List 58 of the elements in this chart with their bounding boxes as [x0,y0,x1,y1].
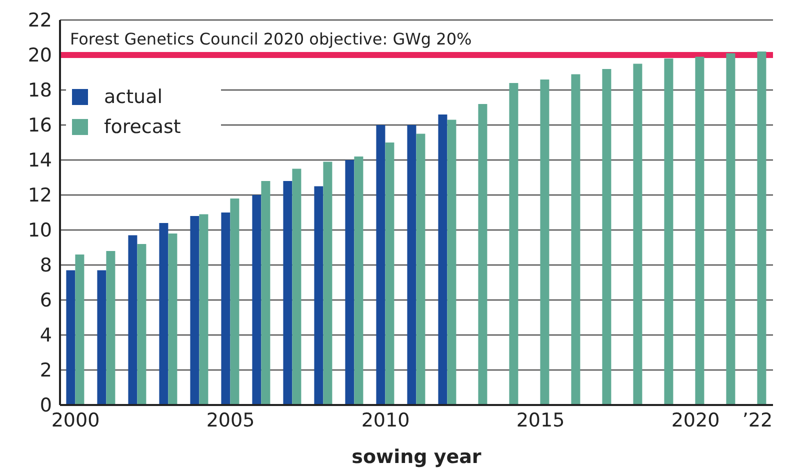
bar [199,214,208,405]
x-tick-label: 2005 [206,409,255,432]
y-tick-label: 20 [28,44,52,67]
bar [633,64,642,405]
bar [230,198,240,405]
legend-label: forecast [104,116,181,138]
y-tick-label: 10 [28,220,52,242]
x-tick-label: 2010 [361,409,410,432]
bar [323,162,332,405]
bar [283,181,292,405]
bar [757,52,766,405]
bar [314,186,324,405]
y-tick-label: 16 [28,114,52,137]
bar [190,216,200,405]
bar [292,168,302,405]
bar [137,244,146,405]
bar [509,83,518,405]
bar [261,181,270,405]
bar [221,212,230,405]
bar [478,104,488,405]
bar [664,58,674,405]
bar [571,74,580,405]
y-tick-label: 8 [40,254,52,277]
bar [345,160,354,405]
bar [128,235,138,405]
bar [385,142,394,405]
bar [168,234,178,405]
bar [602,69,612,405]
bar [376,125,386,405]
bar [540,80,550,405]
bar [97,270,106,405]
ref-line-label: Forest Genetics Council 2020 objective: GWg 20% [70,29,472,48]
x-tick-label: ’22 [742,409,773,432]
y-tick-label: 12 [28,184,52,207]
bar [106,251,116,405]
bar [66,270,76,405]
y-tick-label: 18 [28,80,52,102]
bar [695,56,704,405]
legend-label: actual [104,86,163,108]
bar [407,125,416,405]
y-tick-label: 2 [40,360,52,382]
y-tick-label: 4 [40,324,52,347]
y-tick-label: 6 [40,290,52,312]
x-tick-label: 2015 [516,409,565,432]
bar [252,195,262,405]
x-tick-label: 2020 [671,409,720,432]
bar [75,254,84,405]
bar [438,114,448,405]
bar [159,223,168,405]
bar [354,156,364,405]
y-tick-label: 22 [28,10,52,32]
y-tick-label: 0 [40,394,52,417]
x-axis-title: sowing year [352,446,482,468]
x-tick-label: 2000 [51,409,100,432]
bar [447,120,456,405]
y-tick-label: 14 [28,150,52,172]
bar [726,53,736,405]
bar [416,134,426,405]
